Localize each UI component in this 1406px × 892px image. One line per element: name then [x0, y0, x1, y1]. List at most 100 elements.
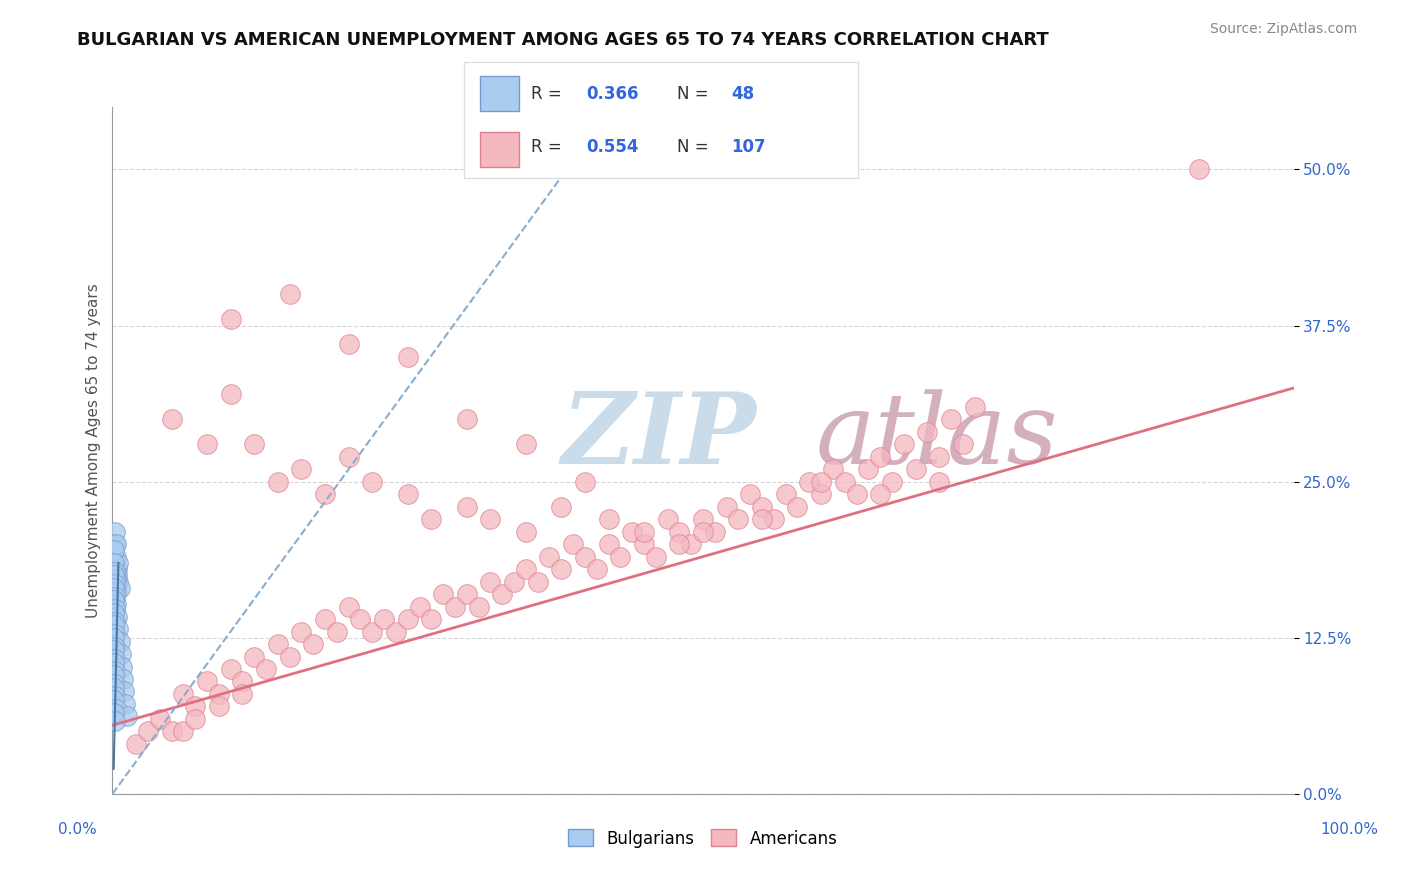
- Text: 0.366: 0.366: [586, 85, 638, 103]
- Point: [928, 475, 950, 489]
- Point: [114, 697, 136, 711]
- Point: [105, 537, 128, 551]
- Point: [716, 500, 738, 514]
- Point: [104, 565, 127, 579]
- Point: [243, 649, 266, 664]
- Point: [290, 624, 312, 639]
- Point: [103, 556, 125, 570]
- Point: [103, 681, 125, 695]
- Point: [810, 487, 832, 501]
- Text: N =: N =: [676, 85, 713, 103]
- Point: [786, 500, 808, 514]
- Point: [703, 524, 725, 539]
- Point: [103, 706, 125, 720]
- Point: [361, 475, 384, 489]
- Point: [103, 581, 125, 595]
- Point: [963, 400, 986, 414]
- Point: [107, 556, 129, 570]
- Point: [1188, 162, 1211, 177]
- Point: [456, 500, 478, 514]
- Point: [195, 674, 218, 689]
- Point: [373, 612, 395, 626]
- Point: [103, 618, 125, 632]
- Point: [633, 537, 655, 551]
- Point: [598, 512, 620, 526]
- Point: [314, 612, 336, 626]
- Point: [515, 524, 537, 539]
- Point: [184, 712, 207, 726]
- Point: [104, 627, 127, 641]
- Point: [231, 687, 253, 701]
- Point: [107, 622, 129, 636]
- Point: [195, 437, 218, 451]
- Point: [115, 709, 138, 723]
- Point: [104, 590, 127, 604]
- Point: [104, 677, 127, 691]
- Text: R =: R =: [531, 138, 567, 156]
- Point: [105, 597, 128, 611]
- Point: [361, 624, 384, 639]
- Point: [893, 437, 915, 451]
- Point: [208, 699, 231, 714]
- Point: [692, 512, 714, 526]
- Point: [108, 581, 131, 595]
- Point: [574, 475, 596, 489]
- Text: BULGARIAN VS AMERICAN UNEMPLOYMENT AMONG AGES 65 TO 74 YEARS CORRELATION CHART: BULGARIAN VS AMERICAN UNEMPLOYMENT AMONG…: [77, 31, 1049, 49]
- Point: [385, 624, 408, 639]
- Point: [917, 425, 939, 439]
- Point: [112, 684, 135, 698]
- Point: [111, 659, 134, 673]
- Legend: Bulgarians, Americans: Bulgarians, Americans: [562, 822, 844, 855]
- Point: [574, 549, 596, 564]
- Point: [751, 500, 773, 514]
- Point: [456, 412, 478, 426]
- Text: 100.0%: 100.0%: [1320, 822, 1379, 837]
- Point: [633, 524, 655, 539]
- Point: [104, 577, 127, 591]
- Text: Source: ZipAtlas.com: Source: ZipAtlas.com: [1209, 22, 1357, 37]
- Point: [104, 537, 127, 551]
- Point: [562, 537, 585, 551]
- Text: 0.554: 0.554: [586, 138, 638, 156]
- Point: [149, 712, 172, 726]
- Point: [105, 562, 128, 576]
- Point: [845, 487, 868, 501]
- Point: [103, 656, 125, 670]
- Point: [467, 599, 489, 614]
- Point: [598, 537, 620, 551]
- Text: N =: N =: [676, 138, 713, 156]
- Point: [267, 475, 290, 489]
- Point: [267, 637, 290, 651]
- FancyBboxPatch shape: [479, 132, 519, 167]
- Point: [396, 487, 419, 501]
- Point: [107, 574, 129, 589]
- Point: [103, 606, 125, 620]
- Point: [160, 724, 183, 739]
- Point: [939, 412, 962, 426]
- Point: [302, 637, 325, 651]
- Point: [396, 350, 419, 364]
- Point: [104, 615, 127, 629]
- Point: [184, 699, 207, 714]
- Point: [503, 574, 526, 589]
- Point: [125, 737, 148, 751]
- Point: [432, 587, 454, 601]
- Point: [952, 437, 974, 451]
- Point: [103, 668, 125, 682]
- Point: [681, 537, 703, 551]
- Point: [104, 640, 127, 654]
- Point: [609, 549, 631, 564]
- Text: 107: 107: [731, 138, 766, 156]
- Point: [526, 574, 548, 589]
- Point: [105, 549, 128, 564]
- Point: [108, 634, 131, 648]
- Point: [104, 602, 127, 616]
- Point: [585, 562, 607, 576]
- Point: [104, 690, 127, 704]
- Point: [644, 549, 666, 564]
- Point: [727, 512, 749, 526]
- Point: [396, 612, 419, 626]
- Point: [880, 475, 903, 489]
- Point: [104, 714, 127, 729]
- Y-axis label: Unemployment Among Ages 65 to 74 years: Unemployment Among Ages 65 to 74 years: [86, 283, 101, 618]
